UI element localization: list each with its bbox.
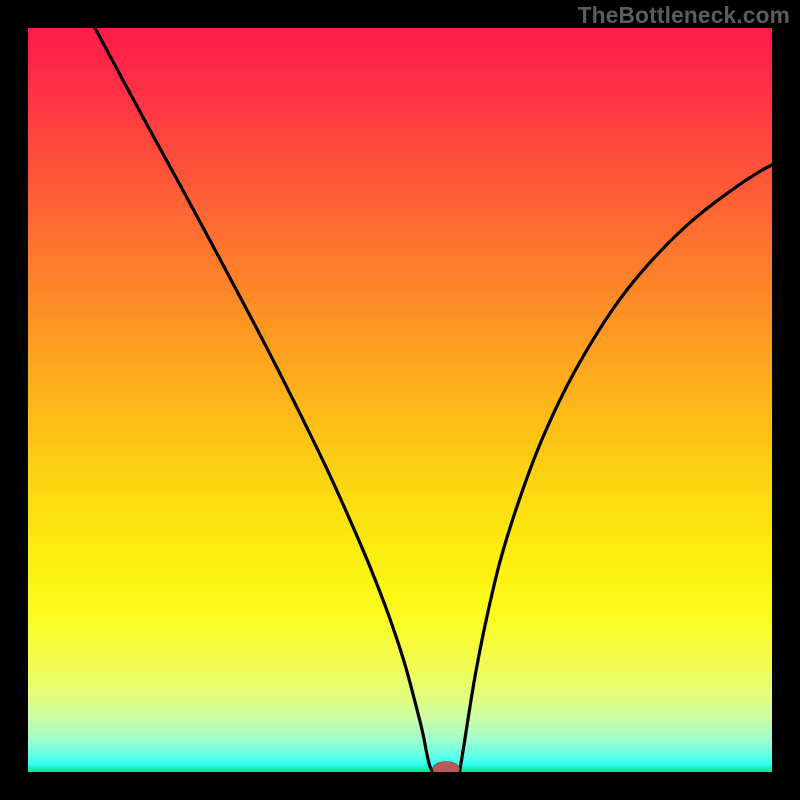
plot-area bbox=[28, 28, 772, 776]
bottleneck-chart bbox=[0, 0, 800, 800]
gradient-background bbox=[28, 28, 772, 772]
chart-frame: TheBottleneck.com bbox=[0, 0, 800, 800]
watermark-text: TheBottleneck.com bbox=[578, 2, 790, 29]
